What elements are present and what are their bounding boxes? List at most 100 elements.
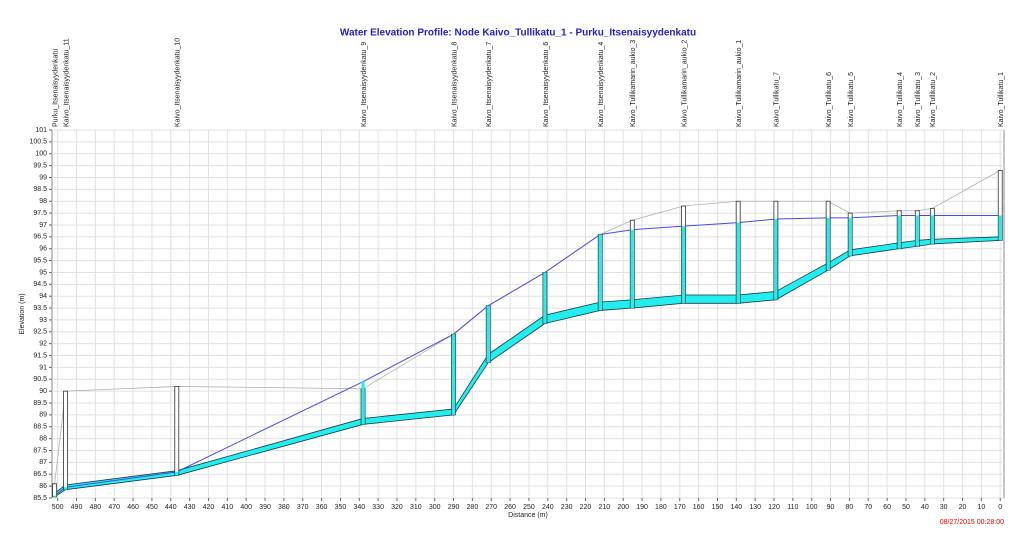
y-tick-label: 92 (39, 341, 47, 348)
chart-title: Water Elevation Profile: Node Kaivo_Tull… (340, 28, 696, 39)
y-tick-label: 88.5 (33, 424, 47, 431)
x-tick-label: 480 (90, 504, 102, 511)
x-tick-label: 130 (749, 504, 761, 511)
x-tick-label: 370 (297, 504, 309, 511)
node-label: Kaivo_Tullikatu_5 (848, 72, 855, 127)
y-tick-label: 97 (39, 222, 47, 229)
node (63, 390, 68, 491)
y-tick-label: 94.5 (33, 281, 47, 288)
x-tick-label: 250 (523, 504, 535, 511)
y-tick-label: 91.5 (33, 352, 47, 359)
node-water (681, 226, 686, 304)
x-tick-label: 430 (184, 504, 196, 511)
node (174, 386, 180, 476)
x-tick-label: 100 (806, 504, 818, 511)
y-tick-label: 87.5 (33, 447, 47, 454)
node-label: Kaivo_Tullikatu_6 (826, 72, 833, 127)
node-water (486, 305, 490, 363)
node-label: Kaivo_Itsenaisyydenkatu_8 (451, 42, 458, 127)
x-tick-label: 0 (998, 504, 1002, 511)
node-label: Purku_Itsenaisyydenkatu (52, 49, 59, 127)
x-tick-label: 490 (71, 504, 83, 511)
y-tick-label: 96 (39, 246, 47, 253)
x-tick-label: 160 (693, 504, 705, 511)
y-tick-label: 85.5 (33, 495, 47, 502)
x-tick-label: 350 (335, 504, 347, 511)
node-label: Kaivo_Itsenaisyydenkatu_9 (361, 42, 368, 127)
x-tick-label: 170 (674, 504, 686, 511)
node-water (826, 217, 830, 271)
x-tick-label: 280 (467, 504, 479, 511)
y-tick-label: 92.5 (33, 329, 47, 336)
node-water (63, 487, 68, 490)
y-tick-label: 90.5 (33, 376, 47, 383)
x-tick-label: 70 (864, 504, 872, 511)
timestamp: 08/27/2015 00:28:00 (940, 519, 1004, 526)
x-tick-label: 290 (448, 504, 460, 511)
node-label: Kaivo_Itsenaisyydenkatu_6 (543, 42, 550, 127)
node-water (451, 334, 456, 415)
y-tick-label: 96.5 (33, 234, 47, 241)
y-tick-label: 101 (35, 127, 47, 134)
x-tick-label: 390 (259, 504, 271, 511)
x-tick-label: 180 (655, 504, 667, 511)
y-tick-label: 86 (39, 483, 47, 490)
x-tick-label: 500 (52, 504, 64, 511)
node (52, 483, 58, 498)
x-tick-label: 190 (636, 504, 648, 511)
node-water (998, 215, 1002, 241)
node-label: Kaivo_Tullikatu_2 (930, 72, 937, 127)
node-water (53, 495, 57, 497)
ground-line (54, 170, 1001, 484)
node-water (774, 219, 778, 300)
x-tick-label: 110 (787, 504, 798, 511)
node-label: Kaivo_Tullikamarin_aukio_1 (736, 40, 743, 127)
x-tick-label: 120 (768, 504, 780, 511)
x-tick-label: 10 (977, 504, 985, 511)
x-tick-label: 210 (599, 504, 611, 511)
water-level-line (54, 214, 1001, 497)
node-label: Kaivo_Tullikamarin_aukio_2 (681, 40, 688, 127)
x-tick-label: 440 (165, 504, 177, 511)
x-tick-label: 260 (504, 504, 516, 511)
node-label: Kaivo_Itsenaisyydenkatu_7 (486, 42, 493, 127)
y-tick-label: 99 (39, 174, 47, 181)
y-tick-label: 93.5 (33, 305, 47, 312)
conduit (683, 294, 739, 304)
y-tick-label: 97.5 (33, 210, 47, 217)
y-tick-label: 89.5 (33, 400, 47, 407)
node-water (175, 471, 179, 476)
node-water (736, 222, 740, 304)
x-tick-label: 20 (959, 504, 967, 511)
y-tick-label: 98.5 (33, 186, 47, 193)
node-label: Kaivo_Tullikatu_7 (774, 72, 781, 127)
y-tick-label: 98 (39, 198, 47, 205)
node (997, 169, 1003, 241)
y-tick-label: 86.5 (33, 471, 47, 478)
node-water (543, 272, 547, 324)
y-tick-label: 87 (39, 459, 47, 466)
node-label: Kaivo_Itsenaisyydenkatu_4 (598, 42, 605, 127)
x-tick-label: 340 (353, 504, 365, 511)
x-tick-label: 270 (485, 504, 497, 511)
y-tick-label: 93 (39, 317, 47, 324)
x-tick-label: 360 (316, 504, 328, 511)
node-water (361, 381, 365, 425)
node-water (848, 217, 852, 256)
x-tick-label: 380 (278, 504, 290, 511)
node-water (930, 215, 934, 244)
node-label: Kaivo_Tullikatu_4 (897, 72, 904, 127)
x-tick-label: 330 (372, 504, 384, 511)
x-tick-label: 230 (561, 504, 573, 511)
x-tick-label: 200 (617, 504, 629, 511)
y-tick-label: 95 (39, 269, 47, 276)
x-tick-label: 90 (827, 504, 835, 511)
node-label: Kaivo_Tullikatu_1 (998, 72, 1005, 127)
y-tick-label: 100 (35, 151, 47, 158)
node-water (897, 215, 901, 249)
x-tick-label: 240 (542, 504, 554, 511)
x-tick-label: 150 (712, 504, 724, 511)
x-axis-label: Distance (m) (508, 512, 548, 519)
y-tick-label: 95.5 (33, 257, 47, 264)
